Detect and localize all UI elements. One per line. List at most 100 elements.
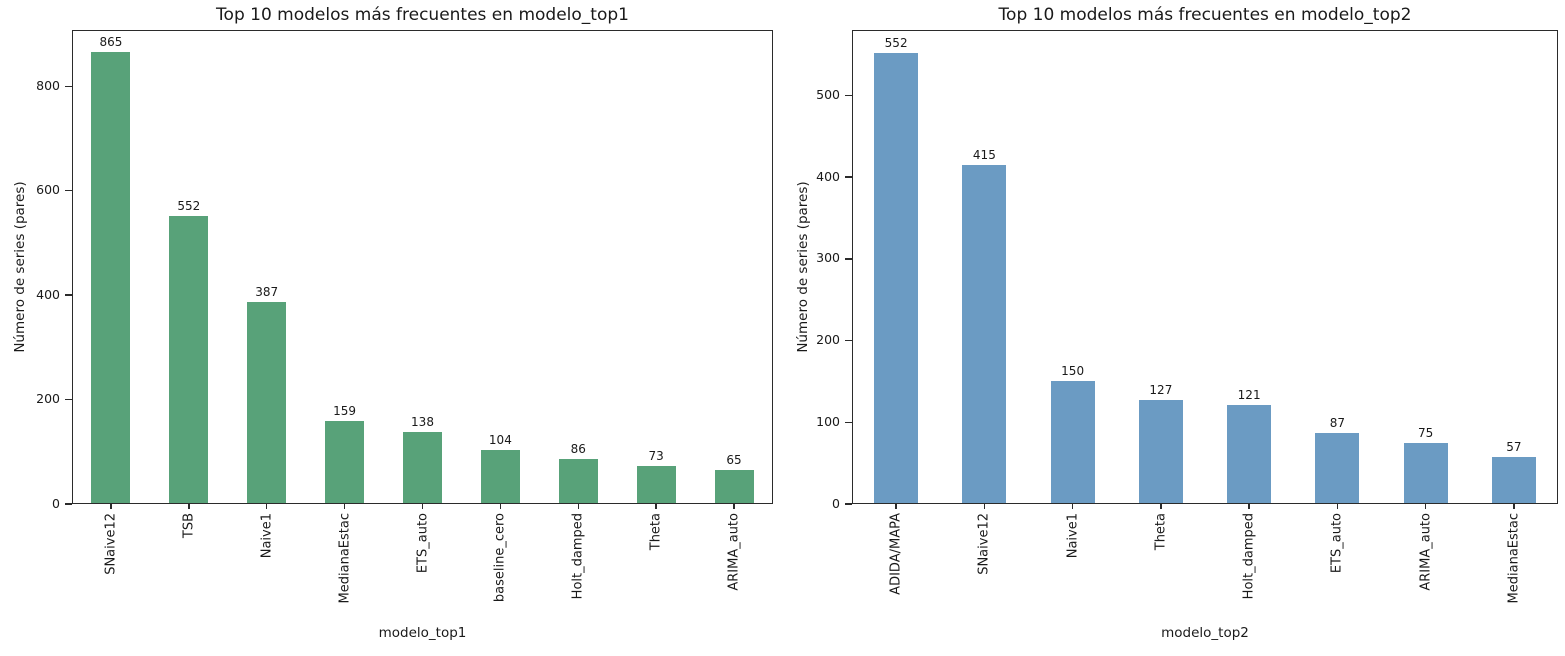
y-tick-label: 300 [816, 250, 840, 266]
bar-value-label: 552 [884, 35, 908, 50]
x-tick-mark [1424, 504, 1427, 509]
x-tick-mark [1071, 504, 1074, 509]
x-tick-label: ETS_auto [415, 513, 430, 574]
x-tick-label: Holt_damped [570, 513, 586, 600]
x-tick-label: TSB [181, 513, 197, 539]
x-tick-label: Theta [1153, 513, 1169, 551]
y-tick-label: 500 [816, 86, 840, 102]
bar-ETS_auto [403, 431, 442, 504]
x-tick-mark [655, 504, 657, 509]
y-tick-mark [845, 503, 852, 505]
bar-value-label: 552 [177, 198, 201, 213]
x-tick-mark [188, 504, 190, 509]
x-tick-label: MedianaEstac [337, 513, 353, 604]
bar-value-label: 415 [972, 147, 996, 162]
y-tick-label: 0 [832, 495, 840, 511]
y-tick-mark [65, 398, 72, 401]
bar-Naive1 [247, 301, 287, 504]
x-tick-mark [1160, 504, 1162, 509]
x-tick-mark [577, 504, 579, 509]
chart-title-top2: Top 10 modelos más frecuentes en modelo_… [998, 5, 1412, 25]
bar-ARIMA_auto [714, 470, 754, 504]
y-tick-mark [845, 94, 852, 97]
bar-value-label: 150 [1061, 364, 1085, 379]
y-axis-label-top1: Número de series (pares) [12, 181, 28, 353]
x-tick-mark [1336, 504, 1339, 509]
y-tick-mark [65, 190, 72, 192]
bar-SNaive12 [91, 52, 131, 504]
bar-value-label: 86 [570, 442, 586, 457]
bar-SNaive12 [962, 164, 1007, 504]
bar-TSB [169, 215, 209, 504]
x-tick-mark [983, 504, 986, 509]
x-tick-mark [266, 504, 268, 509]
y-tick-label: 0 [52, 495, 60, 511]
x-tick-label: MedianaEstac [1506, 513, 1522, 604]
x-tick-mark [733, 504, 735, 509]
y-tick-label: 200 [816, 332, 840, 348]
x-tick-label: Holt_damped [1241, 513, 1257, 600]
y-tick-mark [845, 176, 852, 178]
y-tick-mark [845, 421, 852, 423]
bar-ARIMA_auto [1403, 442, 1448, 504]
y-tick-label: 600 [36, 182, 60, 198]
bar-Holt_damped [558, 459, 598, 504]
x-tick-label: Naive1 [1065, 513, 1081, 559]
x-tick-label: SNaive12 [103, 513, 119, 575]
bar-Theta [636, 465, 676, 504]
x-tick-mark [499, 504, 502, 509]
bar-Naive1 [1050, 381, 1095, 504]
bar-value-label: 387 [255, 284, 279, 299]
bar-value-label: 121 [1237, 388, 1261, 403]
x-tick-mark [895, 504, 897, 509]
x-tick-label: Theta [648, 513, 664, 551]
y-tick-label: 400 [36, 286, 60, 302]
plot-area-top2: 552 415 150 127 121 87 75 57 [852, 30, 1558, 504]
bar-MedianaEstac [1491, 457, 1536, 504]
x-tick-label: Naive1 [259, 513, 275, 559]
x-tick-mark [421, 504, 424, 509]
bar-MedianaEstac [325, 420, 365, 504]
bar-value-label: 104 [488, 432, 512, 447]
chart-panel-top2: Top 10 modelos más frecuentes en modelo_… [783, 0, 1565, 656]
bar-value-label: 87 [1329, 415, 1346, 430]
plot-area-top1: 865 552 387 159 138 104 86 73 65 [72, 30, 773, 504]
bar-value-label: 75 [1417, 425, 1434, 440]
x-tick-mark [1248, 504, 1250, 509]
bar-value-label: 138 [411, 414, 434, 429]
y-tick-mark [65, 503, 72, 505]
x-tick-mark [110, 504, 112, 509]
y-tick-mark [845, 258, 852, 260]
y-tick-mark [65, 85, 72, 88]
x-tick-label: ARIMA_auto [1418, 513, 1434, 591]
x-tick-mark [1513, 504, 1515, 509]
bar-value-label: 73 [648, 448, 664, 463]
bar-value-label: 57 [1506, 440, 1522, 455]
y-tick-mark [845, 339, 852, 342]
chart-title-top1: Top 10 modelos más frecuentes en modelo_… [216, 5, 629, 25]
x-tick-label: ARIMA_auto [726, 513, 742, 591]
bar-value-label: 65 [726, 453, 742, 468]
x-tick-label: baseline_cero [492, 513, 508, 603]
bar-baseline_cero [480, 449, 520, 504]
chart-panel-top1: Top 10 modelos más frecuentes en modelo_… [12, 5, 773, 641]
y-tick-mark [65, 294, 72, 296]
y-tick-label: 800 [36, 77, 60, 93]
bar-value-label: 127 [1149, 383, 1173, 398]
bar-value-label: 159 [333, 403, 357, 418]
bar-Theta [1138, 400, 1183, 504]
x-tick-label: SNaive12 [976, 513, 992, 575]
y-tick-label: 100 [816, 413, 840, 429]
y-tick-label: 200 [36, 391, 60, 407]
x-tick-label: ADIDA/MAPA [888, 513, 904, 595]
bar-ETS_auto [1315, 432, 1360, 504]
x-axis-label-top2: modelo_top2 [1161, 625, 1249, 641]
bar-value-label: 865 [99, 35, 123, 50]
x-tick-label: ETS_auto [1329, 513, 1345, 574]
x-tick-mark [343, 504, 346, 509]
bar-Holt_damped [1227, 405, 1272, 504]
y-axis-label-top2: Número de series (pares) [795, 181, 811, 353]
y-tick-label: 400 [816, 168, 840, 184]
x-axis-label-top1: modelo_top1 [378, 625, 467, 641]
